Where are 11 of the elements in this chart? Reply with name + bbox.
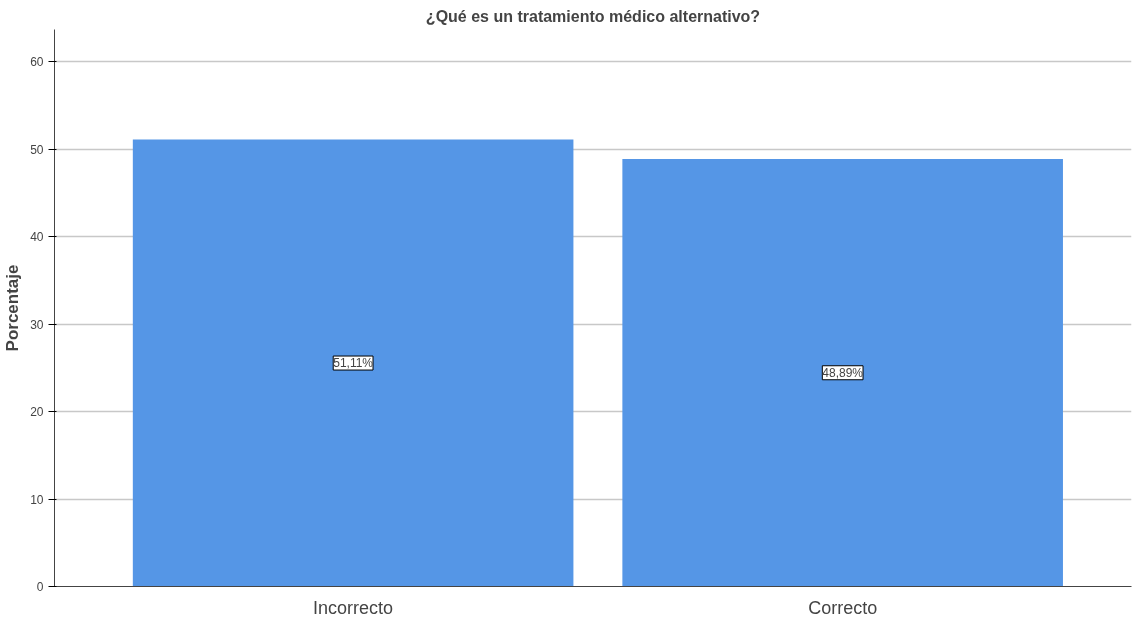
y-tick-label: 40 xyxy=(30,230,44,245)
y-tick-label: 30 xyxy=(30,317,44,332)
y-tick-label: 20 xyxy=(30,405,44,420)
y-tick-label: 50 xyxy=(30,142,44,157)
y-tick-label: 10 xyxy=(30,492,44,507)
x-tick-label: Incorrecto xyxy=(313,597,394,618)
chart-title: ¿Qué es un tratamiento médico alternativo? xyxy=(425,7,761,25)
y-tick-label: 0 xyxy=(36,580,44,594)
x-tick-label: Correcto xyxy=(808,597,878,618)
y-tick-label: 60 xyxy=(30,55,44,70)
y-axis-title: Porcentaje xyxy=(3,264,23,352)
